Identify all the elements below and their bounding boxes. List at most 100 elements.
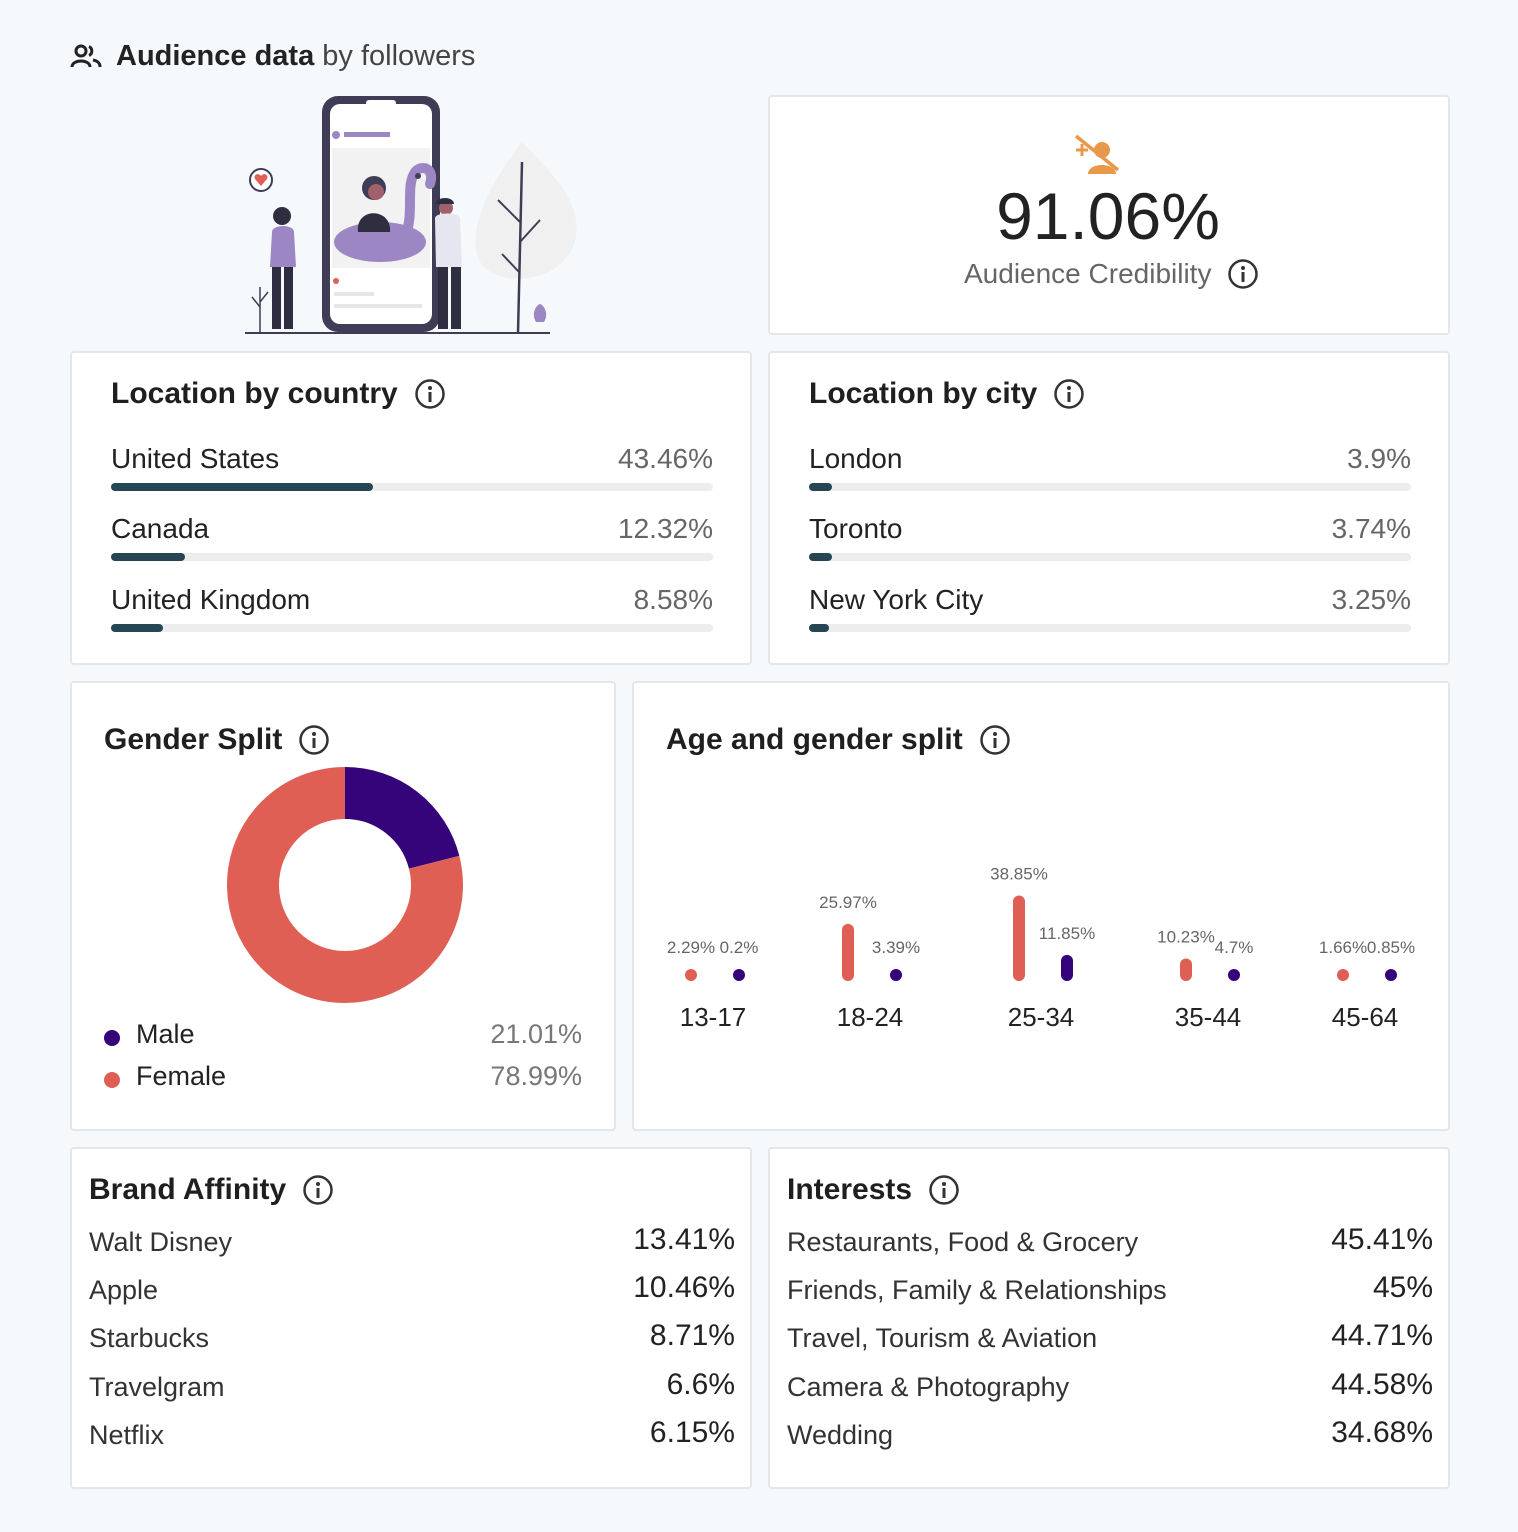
interests-title-group: Interests (787, 1173, 960, 1207)
brand-affinity-card: Brand Affinity Walt Disney 13.41% Apple … (70, 1147, 752, 1489)
country-name: United Kingdom (111, 584, 311, 615)
country-row: Canada 12.32% (111, 513, 713, 577)
interest-name: Friends, Family & Relationships (787, 1275, 1167, 1305)
credibility-label-group: Audience Credibility (964, 258, 1259, 290)
country-name: Canada (111, 513, 210, 544)
legend-pct: 21.01% (490, 1019, 582, 1049)
info-icon[interactable] (1227, 258, 1259, 290)
interest-row: Travel, Tourism & Aviation 44.71% (787, 1319, 1433, 1359)
age-gender-bar-chart: 2.29% 0.2% 13-17 25.97% 3.39% 18-24 38.85% 11.8… (667, 865, 1415, 1032)
progress-track (809, 624, 1411, 632)
credibility-label: Audience Credibility (964, 258, 1212, 289)
gender-split-title-group: Gender Split (104, 723, 330, 757)
bar-value-label: 10.23% (1157, 927, 1215, 946)
bar-value-label: 0.2% (720, 938, 759, 957)
interest-row: Wedding 34.68% (787, 1416, 1433, 1456)
progress-track (111, 553, 713, 561)
age-category-label: 13-17 (680, 1002, 747, 1032)
info-icon[interactable] (1053, 378, 1085, 410)
interest-pct: 44.71% (1331, 1319, 1433, 1352)
age-category-label: 25-34 (1008, 1002, 1075, 1032)
bar-value-label: 4.7% (1215, 938, 1254, 957)
age-gender-title-group: Age and gender split (666, 723, 1011, 757)
city-row: New York City 3.25% (809, 584, 1411, 648)
credibility-card (768, 95, 1450, 335)
card-title: Interests (787, 1173, 913, 1206)
bar-value-label: 3.39% (872, 938, 920, 957)
credibility-value: 91.06% (996, 179, 1220, 253)
city-name: New York City (809, 584, 984, 615)
country-row: United States 43.46% (111, 443, 713, 507)
card-title: Gender Split (104, 723, 283, 756)
info-icon[interactable] (414, 378, 446, 410)
gender-split-card: Gender Split Male 21.01% Female 78.99% (70, 681, 616, 1131)
interest-row: Camera & Photography 44.58% (787, 1368, 1433, 1408)
bar-value-label: 2.29% (667, 938, 715, 957)
progress-fill (809, 483, 833, 491)
brand-pct: 13.41% (633, 1223, 735, 1256)
fake-followers-icon (1074, 134, 1120, 174)
progress-track (809, 483, 1411, 491)
city-name: London (809, 443, 903, 474)
interest-pct: 44.58% (1331, 1368, 1433, 1401)
brand-name: Netflix (89, 1420, 165, 1450)
location-country-title-group: Location by country (111, 377, 446, 411)
interest-pct: 45.41% (1331, 1223, 1433, 1256)
brand-name: Walt Disney (89, 1227, 233, 1257)
card-title: Brand Affinity (89, 1173, 287, 1206)
country-row: United Kingdom 8.58% (111, 584, 713, 648)
info-icon[interactable] (928, 1174, 960, 1206)
age-bar (1337, 969, 1349, 981)
interest-row: Friends, Family & Relationships 45% (787, 1271, 1433, 1311)
info-icon[interactable] (298, 724, 330, 756)
card-title: Location by country (111, 377, 398, 410)
progress-track (111, 624, 713, 632)
brand-row: Walt Disney 13.41% (89, 1223, 735, 1263)
info-icon[interactable] (979, 724, 1011, 756)
brand-affinity-title-group: Brand Affinity (89, 1173, 334, 1207)
country-pct: 43.46% (618, 443, 713, 474)
progress-track (111, 483, 713, 491)
brand-name: Apple (89, 1275, 159, 1305)
country-pct: 8.58% (633, 584, 713, 615)
age-bar (733, 969, 745, 981)
city-row: London 3.9% (809, 443, 1411, 507)
age-bar (842, 923, 854, 981)
location-country-card: Location by country United States 43.46%… (70, 351, 752, 665)
card-title: Location by city (809, 377, 1038, 410)
age-category-label: 45-64 (1332, 1002, 1399, 1032)
progress-fill (111, 553, 186, 561)
brand-name: Travelgram (89, 1372, 225, 1402)
age-category-label: 35-44 (1175, 1002, 1242, 1032)
legend-label: Male (136, 1019, 195, 1049)
bar-value-label: 1.66% (1319, 938, 1367, 957)
people-icon (70, 44, 102, 68)
age-bar (1385, 969, 1397, 981)
legend-dot (104, 1072, 120, 1088)
location-city-card: Location by city London 3.9% Toronto 3.7… (768, 351, 1450, 665)
header-subtitle: by followers (322, 39, 476, 72)
progress-fill (809, 553, 832, 561)
section-header: Audience data by followers (70, 38, 475, 74)
legend-item-male: Male 21.01% (104, 1019, 582, 1053)
age-bar (1228, 969, 1240, 981)
brand-row: Netflix 6.15% (89, 1416, 735, 1456)
info-icon[interactable] (302, 1174, 334, 1206)
city-pct: 3.74% (1331, 513, 1411, 544)
interest-pct: 45% (1372, 1271, 1433, 1304)
interest-name: Restaurants, Food & Grocery (787, 1227, 1139, 1257)
legend-pct: 78.99% (490, 1061, 582, 1091)
bar-value-label: 25.97% (819, 893, 877, 912)
bar-value-label: 38.85% (990, 865, 1048, 884)
brand-pct: 6.15% (649, 1416, 735, 1449)
progress-fill (111, 483, 373, 491)
bar-value-label: 11.85% (1039, 924, 1095, 943)
country-pct: 12.32% (618, 513, 713, 544)
gender-donut-chart (227, 767, 463, 1003)
city-pct: 3.25% (1331, 584, 1411, 615)
header-title: Audience data (116, 39, 315, 72)
legend-label: Female (136, 1061, 227, 1091)
brand-pct: 8.71% (649, 1319, 735, 1352)
progress-track (809, 553, 1411, 561)
age-bar (890, 969, 902, 981)
